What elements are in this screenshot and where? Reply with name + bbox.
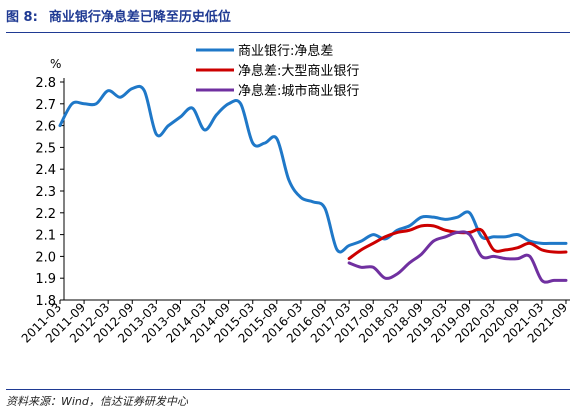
series-lines [58, 84, 568, 284]
figure-label: 图 8: [6, 10, 38, 25]
series-line-1 [58, 84, 568, 254]
y-unit-label: % [50, 57, 61, 71]
y-tick-label: 2.4 [35, 163, 56, 178]
legend-label-1: 商业银行:净息差 [238, 43, 333, 59]
y-tick-label: 1.9 [35, 272, 56, 287]
series-line-3 [347, 230, 568, 284]
figure-title: 商业银行净息差已降至历史低位 [48, 10, 231, 25]
line-chart: % 1.8 1.9 2.0 2.1 2.2 2.3 2.4 2.5 2.6 2.7 2.8 2011-… [19, 43, 570, 346]
y-tick-label: 2.8 [35, 76, 56, 91]
y-tick-label: 1.8 [35, 294, 56, 309]
legend-label-2: 净息差:大型商业银行 [238, 63, 359, 79]
source-text: 资料来源：Wind，信达证券研发中心 [6, 395, 188, 408]
x-axis: 2011-032011-092012-032012-092013-032013-… [19, 299, 570, 346]
y-tick-label: 2.0 [35, 250, 56, 265]
legend-label-3: 净息差:城市商业银行 [238, 83, 359, 99]
y-tick-label: 2.2 [35, 207, 56, 222]
y-tick-label: 2.6 [35, 120, 56, 135]
y-axis: % 1.8 1.9 2.0 2.1 2.2 2.3 2.4 2.5 2.6 2.7 2.8 [35, 57, 65, 309]
source-note: 资料来源：Wind，信达证券研发中心 [6, 389, 570, 408]
y-tick-label: 2.7 [35, 98, 56, 113]
y-tick-label: 2.3 [35, 185, 56, 200]
figure-caption: 图 8: 商业银行净息差已降至历史低位 [6, 6, 570, 33]
y-tick-label: 2.5 [35, 141, 56, 156]
y-tick-label: 2.1 [35, 229, 56, 244]
